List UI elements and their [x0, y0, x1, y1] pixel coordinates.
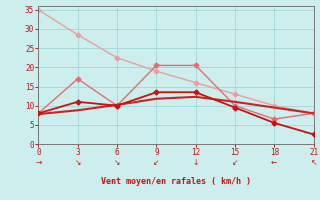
X-axis label: Vent moyen/en rafales ( km/h ): Vent moyen/en rafales ( km/h ): [101, 177, 251, 186]
Text: ↘: ↘: [114, 158, 120, 167]
Text: ←: ←: [271, 158, 277, 167]
Text: ↓: ↓: [192, 158, 199, 167]
Text: ↘: ↘: [75, 158, 81, 167]
Text: ↙: ↙: [232, 158, 238, 167]
Text: →: →: [35, 158, 42, 167]
Text: ↖: ↖: [310, 158, 317, 167]
Text: ↙: ↙: [153, 158, 160, 167]
